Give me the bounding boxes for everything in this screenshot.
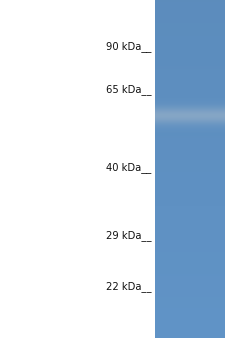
- Text: 29 kDa__: 29 kDa__: [106, 231, 151, 241]
- Text: 65 kDa__: 65 kDa__: [106, 84, 151, 95]
- Text: 22 kDa__: 22 kDa__: [106, 282, 151, 292]
- Text: 90 kDa__: 90 kDa__: [106, 42, 151, 52]
- Text: 40 kDa__: 40 kDa__: [106, 163, 151, 173]
